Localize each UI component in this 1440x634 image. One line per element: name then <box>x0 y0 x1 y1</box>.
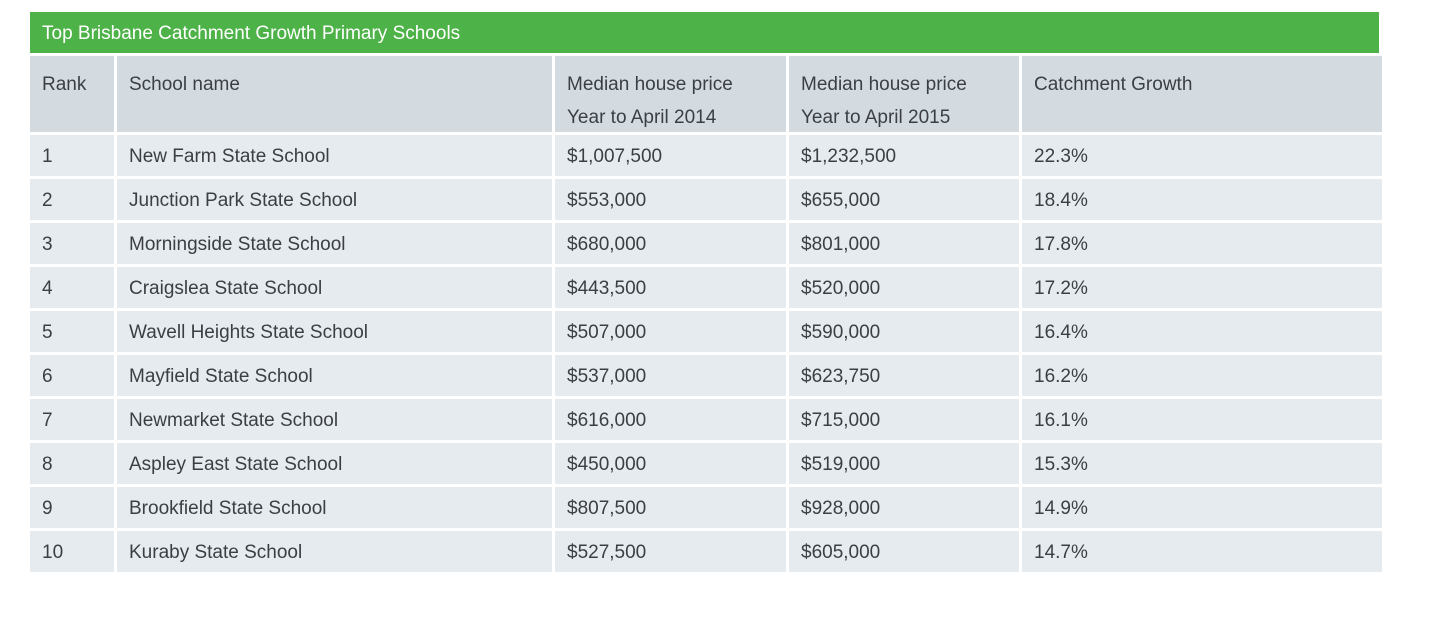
cell-price-2015: $623,750 <box>789 355 1019 396</box>
cell-catchment-growth: 15.3% <box>1022 443 1382 484</box>
cell-price-2015: $520,000 <box>789 267 1019 308</box>
cell-price-2014: $680,000 <box>555 223 786 264</box>
cell-price-2014: $807,500 <box>555 487 786 528</box>
cell-school-name: Wavell Heights State School <box>117 311 552 352</box>
cell-rank: 1 <box>30 135 114 176</box>
cell-price-2015: $655,000 <box>789 179 1019 220</box>
cell-price-2014: $507,000 <box>555 311 786 352</box>
header-price-2015: Median house price Year to April 2015 <box>789 56 1019 132</box>
header-school-name-label: School name <box>129 74 240 95</box>
cell-price-2015: $715,000 <box>789 399 1019 440</box>
cell-school-name: Brookfield State School <box>117 487 552 528</box>
cell-school-name: Mayfield State School <box>117 355 552 396</box>
header-catchment-growth: Catchment Growth <box>1022 56 1382 132</box>
cell-catchment-growth: 17.2% <box>1022 267 1382 308</box>
cell-school-name: New Farm State School <box>117 135 552 176</box>
cell-price-2014: $443,500 <box>555 267 786 308</box>
cell-catchment-growth: 16.1% <box>1022 399 1382 440</box>
cell-price-2015: $1,232,500 <box>789 135 1019 176</box>
cell-price-2015: $928,000 <box>789 487 1019 528</box>
cell-school-name: Aspley East State School <box>117 443 552 484</box>
cell-school-name: Morningside State School <box>117 223 552 264</box>
header-school-name: School name <box>117 56 552 132</box>
cell-price-2014: $1,007,500 <box>555 135 786 176</box>
cell-rank: 5 <box>30 311 114 352</box>
cell-price-2015: $590,000 <box>789 311 1019 352</box>
cell-rank: 9 <box>30 487 114 528</box>
cell-price-2014: $527,500 <box>555 531 786 572</box>
cell-rank: 7 <box>30 399 114 440</box>
school-growth-table: Top Brisbane Catchment Growth Primary Sc… <box>30 12 1382 572</box>
cell-catchment-growth: 16.4% <box>1022 311 1382 352</box>
cell-catchment-growth: 17.8% <box>1022 223 1382 264</box>
table-title: Top Brisbane Catchment Growth Primary Sc… <box>30 12 1379 53</box>
cell-school-name: Junction Park State School <box>117 179 552 220</box>
cell-school-name: Kuraby State School <box>117 531 552 572</box>
cell-rank: 3 <box>30 223 114 264</box>
table-grid: Rank School name Median house price Year… <box>30 56 1382 572</box>
cell-rank: 2 <box>30 179 114 220</box>
cell-rank: 4 <box>30 267 114 308</box>
cell-school-name: Craigslea State School <box>117 267 552 308</box>
cell-catchment-growth: 18.4% <box>1022 179 1382 220</box>
cell-rank: 10 <box>30 531 114 572</box>
cell-catchment-growth: 14.9% <box>1022 487 1382 528</box>
cell-price-2014: $616,000 <box>555 399 786 440</box>
cell-price-2015: $519,000 <box>789 443 1019 484</box>
cell-catchment-growth: 16.2% <box>1022 355 1382 396</box>
cell-price-2014: $450,000 <box>555 443 786 484</box>
cell-rank: 8 <box>30 443 114 484</box>
header-catchment-growth-label: Catchment Growth <box>1034 74 1193 95</box>
cell-price-2015: $801,000 <box>789 223 1019 264</box>
cell-price-2014: $553,000 <box>555 179 786 220</box>
header-price-2014-line2: Year to April 2014 <box>567 107 717 128</box>
header-rank-label: Rank <box>42 74 87 95</box>
cell-rank: 6 <box>30 355 114 396</box>
header-price-2014: Median house price Year to April 2014 <box>555 56 786 132</box>
cell-catchment-growth: 14.7% <box>1022 531 1382 572</box>
cell-price-2014: $537,000 <box>555 355 786 396</box>
cell-catchment-growth: 22.3% <box>1022 135 1382 176</box>
header-price-2015-line2: Year to April 2015 <box>801 107 951 128</box>
header-price-2015-line1: Median house price <box>801 74 967 95</box>
cell-price-2015: $605,000 <box>789 531 1019 572</box>
header-price-2014-line1: Median house price <box>567 74 733 95</box>
cell-school-name: Newmarket State School <box>117 399 552 440</box>
header-rank: Rank <box>30 56 114 132</box>
